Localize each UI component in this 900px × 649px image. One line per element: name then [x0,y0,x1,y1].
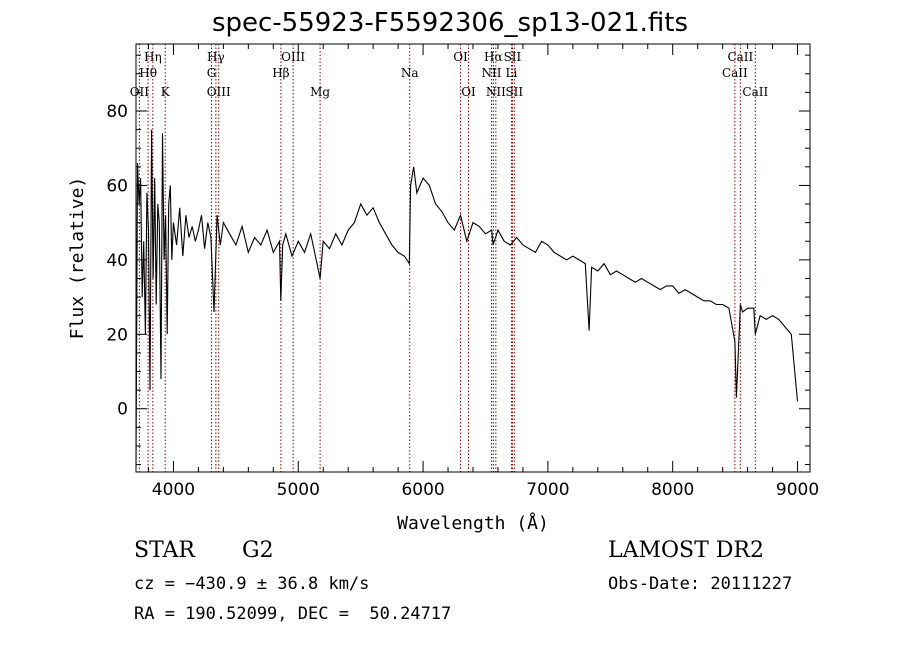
object-class: STAR [134,538,195,563]
line-label: NII [481,66,501,80]
line-label: OIII [207,85,231,99]
line-label: NII [486,85,506,99]
line-label: CaII [722,66,748,80]
line-label: OII [130,85,150,99]
line-label: Hθ [139,66,157,80]
line-label: Mg [310,85,330,99]
y-tick-label: 80 [106,102,128,122]
line-label: SII [504,50,522,64]
object-subclass: G2 [242,538,274,563]
y-tick-label: 60 [106,176,128,196]
spectrum-line [135,129,799,465]
x-tick-label: 5000 [277,480,320,500]
line-label: Hα [484,50,503,64]
line-label: OI [453,50,468,64]
coordinates: RA = 190.52099, DEC = 50.24717 [134,604,452,624]
line-label: CaII [727,50,753,64]
chart-title: spec-55923-F5592306_sp13-021.fits [211,8,689,38]
line-label: K [161,85,171,99]
line-label: OI [461,85,476,99]
y-tick-label: 40 [106,251,128,271]
y-tick-label: 0 [117,400,128,420]
line-label: Hγ [207,50,225,64]
observation-date: Obs-Date: 20111227 [608,574,793,594]
line-label: OIII [281,50,305,64]
y-tick-label: 20 [106,325,128,345]
line-label: Li [506,66,518,80]
line-label: Hη [144,50,162,64]
y-axis-label: Flux (relative) [67,177,88,340]
line-label: G [207,66,217,80]
line-label: SII [505,85,523,99]
plot-frame [135,43,811,473]
x-tick-label: 6000 [401,480,444,500]
x-tick-label: 9000 [776,480,819,500]
x-tick-label: 7000 [526,480,569,500]
emission-line-markers [138,44,756,472]
line-label: CaII [742,85,768,99]
x-axis-label: Wavelength (Å) [397,512,549,534]
x-tick-label: 4000 [152,480,195,500]
line-label: Na [401,66,419,80]
survey-name: LAMOST DR2 [608,538,764,563]
redshift-velocity: cz = −430.9 ± 36.8 km/s [134,574,370,594]
axis-ticks: 4000 5000 6000 7000 8000 9000 0 20 40 60 80 [106,44,819,500]
x-tick-label: 8000 [651,480,694,500]
line-label: Hβ [272,66,289,80]
